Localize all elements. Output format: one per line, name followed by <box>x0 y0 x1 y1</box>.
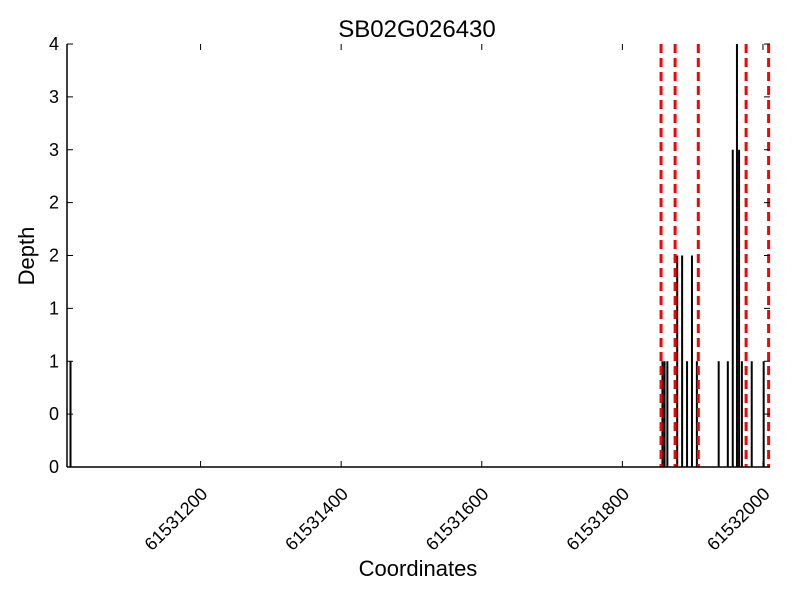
x-tick-label: 61532000 <box>703 484 774 555</box>
x-tick-label: 61531600 <box>422 484 493 555</box>
y-tick-label: 1 <box>49 298 59 318</box>
bar-series <box>69 44 765 467</box>
y-tick-label: 1 <box>49 351 59 371</box>
y-tick-label: 2 <box>49 246 59 266</box>
y-tick-label: 3 <box>49 87 59 107</box>
x-tick-label: 61531800 <box>562 484 633 555</box>
y-tick-label: 4 <box>49 34 59 54</box>
chart-title: SB02G026430 <box>338 16 495 43</box>
x-axis-ticks: 61531200 61531400 61531600 61531800 61532000 <box>141 44 774 554</box>
y-axis-label: Depth <box>14 227 39 286</box>
y-axis-ticks: 0 0 1 1 2 2 3 3 4 <box>49 34 770 477</box>
y-tick-label: 3 <box>49 140 59 160</box>
y-tick-label: 0 <box>49 404 59 424</box>
x-tick-label: 61531400 <box>281 484 352 555</box>
x-axis-label: Coordinates <box>359 556 478 581</box>
y-tick-label: 0 <box>49 457 59 477</box>
x-tick-label: 61531200 <box>141 484 212 555</box>
y-tick-label: 2 <box>49 193 59 213</box>
